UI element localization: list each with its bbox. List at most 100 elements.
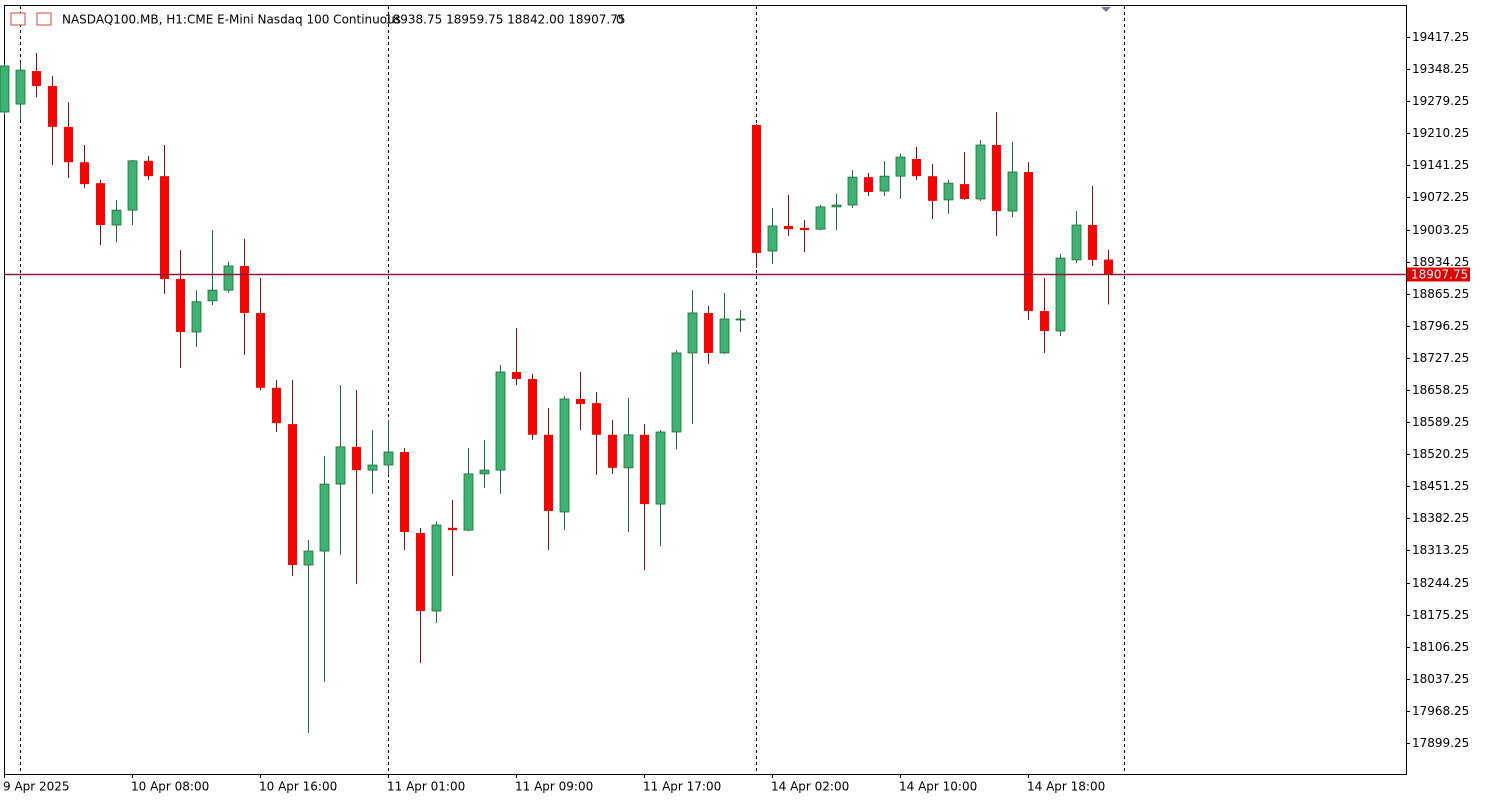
candle [1071,211,1082,264]
candle-body [80,162,89,185]
candle-body [303,550,314,566]
candle-body [240,265,249,313]
candle [1104,249,1113,305]
candle-body [352,446,361,471]
y-tick-label: 18520.25 [1412,447,1469,461]
y-tick-label: 19279.25 [1412,94,1469,108]
candle-body [144,160,153,177]
candle-body [559,398,570,513]
x-tick-label: 14 Apr 10:00 [899,780,977,794]
candle-body [207,289,218,302]
y-tick-label: 18589.25 [1412,415,1469,429]
candle-body [1071,224,1082,261]
candle-body [879,175,890,192]
candle-body [96,183,105,226]
candle [943,179,954,214]
candle-body [1104,259,1113,274]
candle [559,396,570,531]
y-tick-label: 19210.25 [1412,126,1469,140]
y-tick-label: 19003.25 [1412,223,1469,237]
candle [160,145,169,294]
candle [335,385,346,555]
candle-body [544,434,553,512]
candle-body [288,424,297,566]
y-tick-label: 18451.25 [1412,479,1469,493]
candle [303,539,314,733]
candle-body [928,176,937,201]
candle-body [943,182,954,201]
y-tick-label: 19072.25 [1412,190,1469,204]
candle-body [975,144,986,200]
quote: 18938.75 18959.75 18842.00 18907.75 [385,13,625,27]
candle [479,439,490,488]
candle [223,261,234,293]
candle [800,219,809,252]
candle-body [640,434,649,505]
candle-body [592,403,601,435]
candle [752,124,761,268]
candle [191,290,202,347]
y-tick-label: 18865.25 [1412,287,1469,301]
candle [1007,141,1018,218]
candle-body [512,372,521,379]
last-price-label: 18907.75 [1411,268,1468,282]
candle-body [528,378,537,435]
candle [815,205,826,231]
candle [719,292,730,354]
candle-body [319,483,330,552]
y-tick-label: 18244.25 [1412,576,1469,590]
candle [1055,253,1066,337]
y-tick-label: 18106.25 [1412,640,1469,654]
candle-body [912,158,921,177]
x-tick-label: 14 Apr 18:00 [1027,780,1105,794]
candle [704,305,713,365]
candle [767,207,778,265]
candle-body [479,469,490,475]
candle [735,310,746,332]
candle [655,430,666,546]
candle [15,62,26,120]
icon [36,12,52,26]
y-tick-label: 17899.25 [1412,736,1469,750]
candle-body [48,85,57,127]
candle-body [960,184,969,199]
candle-body [752,125,761,253]
candle-body [495,371,506,471]
candle-body [815,206,826,230]
icons [10,12,52,26]
extra: 0 [616,13,624,27]
candle [960,152,969,200]
y-tick-label: 18382.25 [1412,511,1469,525]
candle [895,153,906,199]
candle [0,63,10,115]
candle [864,172,873,197]
candle [80,145,89,188]
candle [592,392,601,475]
candle-body [1055,257,1066,332]
candle [671,350,682,450]
candle-body [431,524,442,612]
candle-body [0,65,10,113]
candle [207,230,218,306]
candle [176,250,185,368]
candle-body [127,160,138,211]
candle-body [176,278,185,332]
icon [10,12,26,26]
candle-body [687,312,698,354]
candle [528,373,537,440]
candle-body [671,352,682,433]
candle [367,430,378,494]
candle [416,527,425,664]
candle [847,170,858,208]
candle [1024,162,1033,320]
candle-body [448,527,457,531]
candle-body [383,451,394,466]
candle [111,199,122,243]
candle [400,447,409,551]
candle-body [191,301,202,333]
candle-body [864,177,873,192]
candle-body [416,532,425,612]
